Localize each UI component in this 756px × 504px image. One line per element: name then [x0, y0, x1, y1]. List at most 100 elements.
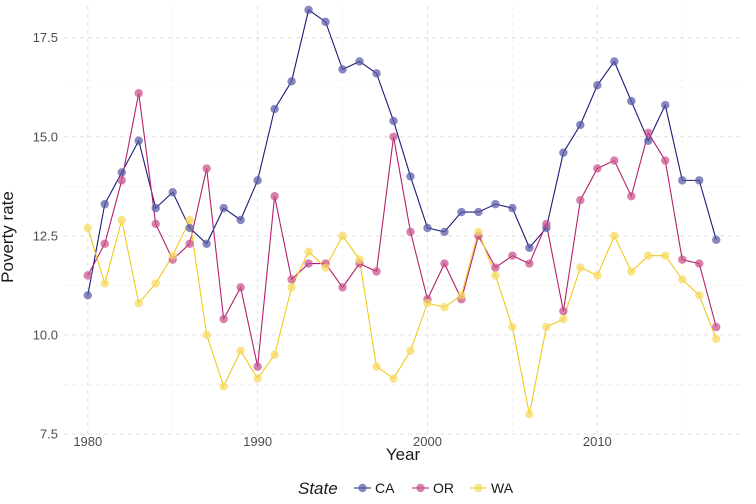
data-point-or: [151, 219, 160, 229]
data-point-wa: [134, 299, 143, 308]
data-point-wa: [355, 255, 364, 264]
data-point-or: [610, 156, 619, 165]
data-point-wa: [712, 334, 721, 344]
data-point-wa: [678, 275, 687, 284]
legend-item-wa: WA: [470, 480, 514, 496]
y-axis-ticks: 7.5 10.0 12.5 15.0 17.5: [33, 30, 58, 441]
data-point-wa: [253, 374, 262, 383]
x-axis-ticks: 1980 1990 2000 2010: [73, 434, 611, 449]
data-point-ca: [661, 100, 670, 110]
gridlines: [64, 6, 740, 435]
data-point-or: [185, 239, 194, 248]
data-point-ca: [423, 223, 432, 233]
data-point-ca: [525, 243, 534, 252]
y-tick-label: 15.0: [33, 129, 58, 144]
data-point-ca: [321, 17, 330, 27]
y-tick-label: 17.5: [33, 30, 58, 45]
legend-item-or: OR: [412, 480, 454, 496]
data-point-ca: [712, 235, 721, 245]
data-point-wa: [372, 362, 381, 371]
data-points: [83, 5, 721, 419]
data-point-or: [576, 195, 585, 205]
data-point-or: [542, 219, 551, 229]
data-point-or: [338, 283, 347, 292]
data-point-ca: [134, 136, 143, 145]
data-point-or: [644, 128, 653, 138]
data-point-ca: [406, 172, 415, 181]
data-point-wa: [440, 302, 449, 312]
legend-items: CA OR WA: [354, 480, 514, 496]
data-point-wa: [695, 291, 704, 300]
legend-key-point: [416, 483, 425, 493]
data-point-or: [253, 362, 262, 371]
legend: State CA OR WA: [298, 479, 514, 498]
data-point-wa: [338, 231, 347, 241]
data-point-wa: [151, 279, 160, 288]
data-point-wa: [576, 263, 585, 272]
legend-label: CA: [375, 480, 395, 496]
data-point-ca: [644, 136, 653, 145]
data-point-ca: [185, 223, 194, 233]
data-point-wa: [117, 215, 126, 225]
data-point-or: [525, 259, 534, 268]
data-point-ca: [440, 227, 449, 237]
legend-label: OR: [433, 480, 454, 496]
data-point-ca: [270, 104, 279, 114]
legend-key-point: [358, 483, 367, 493]
data-point-or: [491, 263, 500, 272]
data-point-ca: [202, 239, 211, 248]
data-point-wa: [559, 314, 568, 324]
data-point-wa: [83, 223, 92, 233]
data-point-wa: [304, 247, 313, 256]
data-point-ca: [491, 199, 500, 209]
data-point-wa: [185, 215, 194, 225]
legend-key-point: [474, 483, 483, 493]
data-point-wa: [202, 330, 211, 340]
data-point-or: [508, 251, 517, 260]
legend-label: WA: [491, 480, 514, 496]
data-point-or: [712, 322, 721, 332]
data-point-ca: [559, 148, 568, 157]
x-tick-label: 1980: [73, 434, 102, 449]
data-point-ca: [83, 291, 92, 300]
series-line-or: [87, 93, 717, 367]
data-point-wa: [406, 346, 415, 355]
data-point-ca: [610, 57, 619, 66]
data-point-wa: [236, 346, 245, 355]
data-point-ca: [338, 65, 347, 74]
data-point-ca: [593, 81, 602, 90]
legend-item-ca: CA: [354, 480, 395, 496]
data-point-or: [627, 192, 636, 201]
data-point-or: [202, 164, 211, 173]
data-point-wa: [287, 283, 296, 292]
data-point-ca: [474, 207, 483, 217]
y-tick-label: 12.5: [33, 228, 58, 243]
data-point-wa: [457, 291, 466, 300]
data-point-wa: [627, 267, 636, 276]
data-point-wa: [100, 279, 109, 288]
data-point-ca: [695, 176, 704, 185]
data-point-or: [287, 275, 296, 284]
data-point-ca: [117, 168, 126, 177]
x-tick-label: 2010: [583, 434, 612, 449]
data-point-ca: [151, 203, 160, 213]
data-point-ca: [389, 116, 398, 126]
data-point-or: [559, 306, 568, 316]
data-point-or: [270, 192, 279, 201]
data-point-ca: [576, 120, 585, 130]
data-point-ca: [457, 207, 466, 217]
y-tick-label: 7.5: [40, 427, 58, 442]
data-point-or: [236, 283, 245, 292]
data-point-ca: [372, 69, 381, 78]
data-point-or: [406, 227, 415, 237]
data-point-wa: [219, 382, 228, 391]
data-point-wa: [423, 299, 432, 308]
data-point-wa: [168, 251, 177, 260]
data-point-ca: [508, 203, 517, 213]
x-tick-label: 1990: [243, 434, 272, 449]
series-line-wa: [87, 218, 717, 415]
x-axis-title: Year: [386, 445, 421, 464]
x-tick-label: 2000: [413, 434, 442, 449]
data-point-wa: [270, 350, 279, 359]
